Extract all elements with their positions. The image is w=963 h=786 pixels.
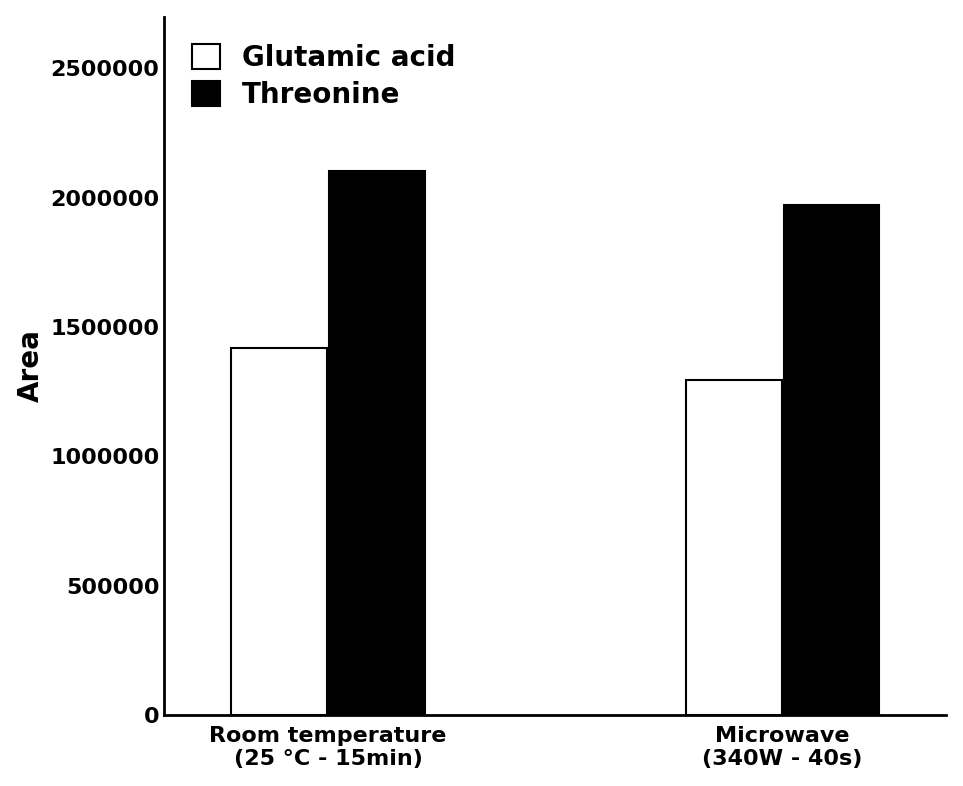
Legend: Glutamic acid, Threonine: Glutamic acid, Threonine (178, 31, 470, 123)
Bar (784, 205, 879, 715)
Bar (329, 171, 425, 715)
Bar (231, 347, 326, 715)
Y-axis label: Area: Area (16, 329, 44, 402)
Bar (686, 380, 782, 715)
